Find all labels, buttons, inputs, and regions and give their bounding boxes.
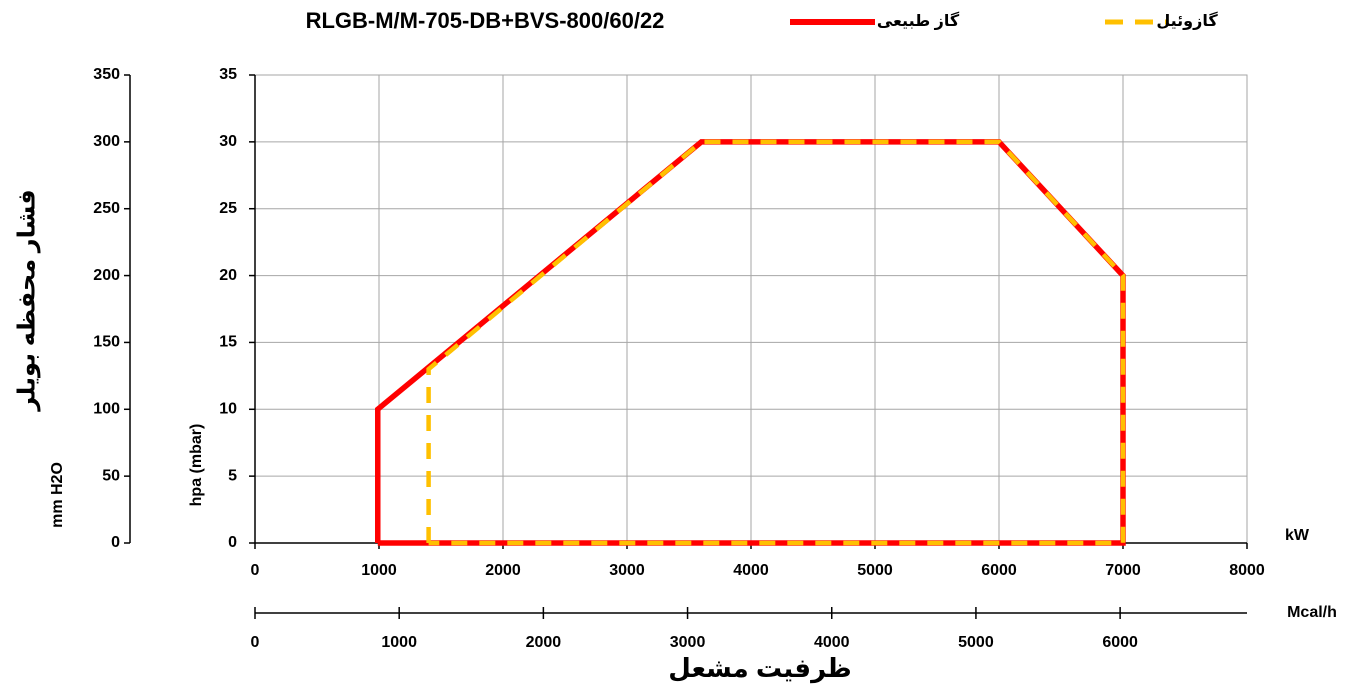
- x2-tick-label: 5000: [958, 634, 994, 651]
- y-tick-label: 35: [219, 66, 237, 83]
- x-tick-label: 0: [251, 562, 260, 579]
- x-tick-label: 1000: [361, 562, 397, 579]
- series-line: [426, 139, 1126, 546]
- x2-tick-label: 3000: [670, 634, 706, 651]
- y2-tick-label: 150: [93, 334, 120, 351]
- y-tick-label: 20: [219, 267, 237, 284]
- x2-tick-label: 6000: [1102, 634, 1138, 651]
- x2-tick-label: 1000: [381, 634, 417, 651]
- legend-label: گاز طبیعی: [877, 11, 960, 30]
- x-axis-label: ظرفیت مشعل: [668, 653, 852, 684]
- y-tick-label: 15: [219, 334, 237, 351]
- y2-tick-label: 0: [111, 534, 120, 551]
- y2-tick-label: 250: [93, 200, 120, 217]
- x-tick-label: 8000: [1229, 562, 1265, 579]
- y-tick-label: 30: [219, 133, 237, 150]
- x-tick-label: 6000: [981, 562, 1017, 579]
- y-axis-label: فشار محفظه بویلر: [13, 189, 40, 411]
- x2-tick-label: 4000: [814, 634, 850, 651]
- x-tick-label: 3000: [609, 562, 645, 579]
- y-tick-label: 10: [219, 401, 237, 418]
- y2-tick-label: 50: [102, 467, 120, 484]
- y2-tick-label: 200: [93, 267, 120, 284]
- x-tick-label: 7000: [1105, 562, 1141, 579]
- y2-tick-label: 100: [93, 401, 120, 418]
- x-tick-label: 5000: [857, 562, 893, 579]
- x-tick-label: 2000: [485, 562, 521, 579]
- x2-unit: Mcal/h: [1287, 604, 1337, 621]
- y2-tick-label: 350: [93, 66, 120, 83]
- chart-title: RLGB-M/M-705-DB+BVS-800/60/22: [306, 8, 665, 33]
- x-unit: kW: [1285, 527, 1310, 544]
- legend-label: گازوئیل: [1156, 11, 1218, 30]
- y-tick-label: 5: [228, 467, 237, 484]
- x-tick-label: 4000: [733, 562, 769, 579]
- x2-tick-label: 2000: [526, 634, 562, 651]
- y-tick-label: 25: [219, 200, 237, 217]
- y-tick-label: 0: [228, 534, 237, 551]
- y2-unit: mm H2O: [49, 462, 66, 528]
- y-unit: hpa (mbar): [188, 424, 205, 507]
- y2-tick-label: 300: [93, 133, 120, 150]
- x2-tick-label: 0: [251, 634, 260, 651]
